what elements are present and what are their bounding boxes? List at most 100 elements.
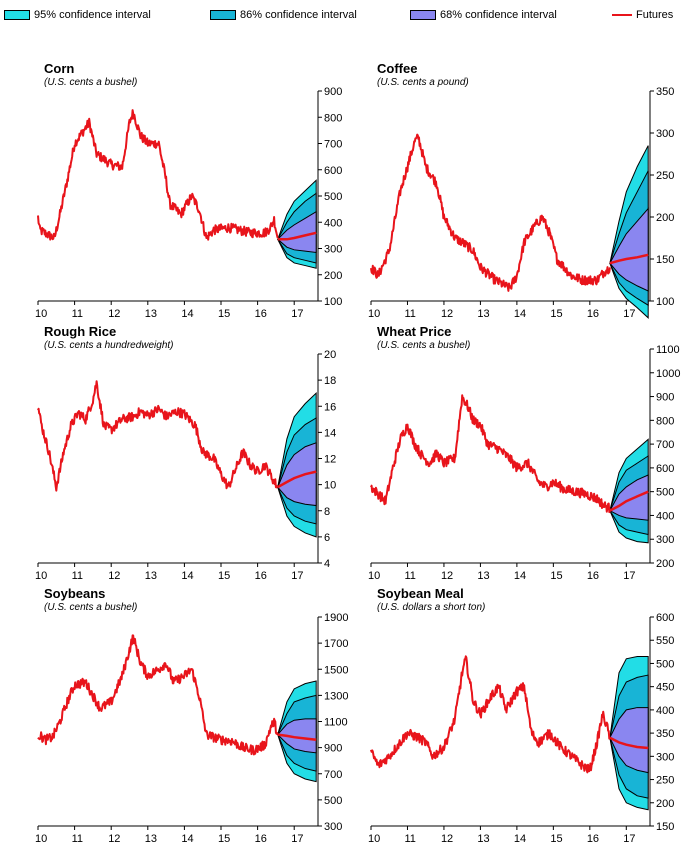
y-tick-label: 12 (324, 454, 336, 466)
x-tick-label: 13 (477, 308, 489, 320)
chart-panel-3: Rough Rice(U.S. cents a hundredweight) 4 6… (35, 324, 336, 582)
legend: 95% confidence interval 86% confidence i… (0, 0, 691, 34)
y-tick-label: 500 (656, 658, 674, 670)
y-tick-label: 350 (656, 728, 674, 740)
x-tick-label: 17 (291, 308, 303, 320)
y-tick-label: 450 (656, 682, 674, 694)
ci68-band (609, 207, 649, 292)
x-tick-label: 17 (291, 570, 303, 582)
x-tick-label: 10 (35, 570, 47, 582)
chart-title: Corn (44, 61, 74, 76)
x-tick-label: 17 (291, 833, 303, 845)
y-tick-label: 900 (324, 86, 342, 98)
ci68-band (277, 442, 317, 507)
legend-label-86: 86% confidence interval (240, 9, 357, 21)
y-tick-label: 200 (656, 212, 674, 224)
chart-subtitle: (U.S. cents a pound) (377, 77, 469, 88)
x-tick-label: 15 (550, 570, 562, 582)
y-tick-label: 100 (324, 296, 342, 308)
chart-subtitle: (U.S. cents a bushel) (377, 340, 470, 351)
y-tick-label: 700 (324, 139, 342, 151)
x-tick-label: 13 (145, 833, 157, 845)
y-tick-label: 1100 (656, 344, 680, 356)
chart-panel-6: Soybean Meal(U.S. dollars a short ton) 15… (368, 586, 674, 845)
x-tick-label: 17 (623, 308, 635, 320)
x-tick-label: 10 (35, 308, 47, 320)
y-tick-label: 800 (324, 112, 342, 124)
x-tick-label: 16 (255, 570, 267, 582)
y-tick-label: 300 (656, 534, 674, 546)
x-tick-label: 16 (255, 308, 267, 320)
y-tick-label: 400 (324, 217, 342, 229)
ci68-band (609, 474, 649, 521)
chart-subtitle: (U.S. cents a hundredweight) (44, 340, 174, 351)
x-tick-label: 12 (441, 570, 453, 582)
legend-label-95: 95% confidence interval (34, 9, 151, 21)
y-tick-label: 600 (656, 612, 674, 624)
chart-panel-5: Soybeans(U.S. cents a bushel) 300 500 700 90… (35, 586, 348, 845)
futures-line (609, 490, 649, 512)
x-tick-label: 16 (587, 308, 599, 320)
history-line (370, 655, 611, 774)
y-tick-label: 100 (656, 296, 674, 308)
x-tick-label: 10 (368, 570, 380, 582)
x-tick-label: 13 (145, 308, 157, 320)
futures-line (277, 470, 317, 489)
y-tick-label: 20 (324, 349, 336, 361)
x-tick-label: 14 (181, 833, 193, 845)
chart-panel-4: Wheat Price(U.S. cents a bushel) 200 300 40… (368, 324, 680, 582)
ci68-band (609, 707, 649, 774)
x-tick-label: 12 (441, 833, 453, 845)
y-tick-label: 250 (656, 775, 674, 787)
x-tick-label: 10 (368, 308, 380, 320)
y-tick-label: 1900 (324, 612, 348, 624)
chart-title: Rough Rice (44, 324, 116, 339)
x-tick-label: 13 (145, 570, 157, 582)
y-tick-label: 500 (324, 191, 342, 203)
y-tick-label: 16 (324, 401, 336, 413)
y-tick-label: 1000 (656, 368, 680, 380)
x-tick-label: 15 (550, 308, 562, 320)
x-tick-label: 16 (587, 570, 599, 582)
y-tick-label: 900 (324, 743, 342, 755)
history-line (370, 394, 611, 514)
ci68-band (277, 210, 317, 254)
x-tick-label: 12 (108, 833, 120, 845)
x-tick-label: 11 (404, 308, 415, 320)
x-tick-label: 15 (218, 570, 230, 582)
chart-title: Soybean Meal (377, 586, 464, 601)
y-tick-label: 1100 (324, 717, 348, 729)
y-tick-label: 200 (656, 798, 674, 810)
y-tick-label: 250 (656, 170, 674, 182)
legend-item-68: 68% confidence interval (410, 8, 557, 22)
futures-line (277, 733, 317, 742)
y-tick-label: 8 (324, 506, 330, 518)
y-tick-label: 600 (656, 463, 674, 475)
ci68-band (277, 718, 317, 754)
y-tick-label: 300 (656, 128, 674, 140)
y-tick-label: 200 (656, 558, 674, 570)
x-tick-label: 12 (441, 308, 453, 320)
x-tick-label: 14 (514, 308, 526, 320)
chart-subtitle: (U.S. dollars a short ton) (377, 602, 485, 613)
y-tick-label: 6 (324, 532, 330, 544)
y-tick-label: 400 (656, 705, 674, 717)
x-tick-label: 14 (514, 833, 526, 845)
x-tick-label: 16 (587, 833, 599, 845)
y-tick-label: 150 (656, 254, 674, 266)
chart-title: Wheat Price (377, 324, 451, 339)
y-tick-label: 1300 (324, 690, 348, 702)
futures-line (609, 736, 649, 750)
y-tick-label: 600 (324, 165, 342, 177)
y-tick-label: 500 (656, 487, 674, 499)
y-tick-label: 300 (324, 821, 342, 833)
y-tick-label: 1700 (324, 638, 348, 650)
x-tick-label: 15 (218, 833, 230, 845)
y-tick-label: 4 (324, 558, 330, 570)
y-tick-label: 150 (656, 821, 674, 833)
legend-item-86: 86% confidence interval (210, 8, 357, 22)
x-tick-label: 15 (550, 833, 562, 845)
y-tick-label: 550 (656, 635, 674, 647)
x-tick-label: 16 (255, 833, 267, 845)
